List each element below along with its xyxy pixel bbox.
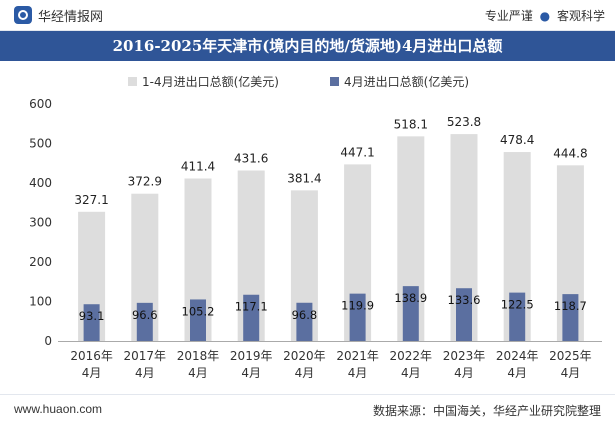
data-label-april: 117.1	[235, 300, 268, 314]
data-label-total: 411.4	[181, 159, 215, 173]
bar-april	[562, 294, 579, 341]
bar-chart: 1-4月进出口总额(亿美元) 4月进出口总额(亿美元) 0 100 200 300 400 5…	[29, 74, 602, 380]
bar-april	[456, 288, 472, 341]
footer: www.huaon.com 数据来源：中国海关，华经产业研究院整理	[0, 394, 615, 428]
y-tick-label: 600	[29, 97, 52, 111]
data-label-april: 119.9	[341, 299, 374, 313]
slogan: 专业严谨 ● 客观科学	[485, 7, 605, 24]
data-label-total: 444.8	[553, 146, 587, 160]
x-tick-label: 2018年 4月	[177, 349, 220, 380]
legend-swatch-2	[330, 77, 339, 86]
y-tick-label: 0	[44, 334, 52, 348]
data-label-april: 133.6	[448, 293, 481, 307]
data-source: 数据来源：中国海关，华经产业研究院整理	[372, 404, 601, 418]
y-tick-label: 300	[29, 216, 52, 230]
x-tick-label: 2019年 4月	[230, 349, 273, 380]
slogan-tag-1: 专业严谨	[484, 9, 533, 23]
bar-april	[509, 292, 526, 341]
bar-april	[190, 299, 206, 341]
legend-label-2: 4月进出口总额(亿美元)	[344, 74, 469, 89]
data-label-total: 431.6	[234, 152, 268, 166]
data-label-total: 478.4	[500, 133, 534, 147]
data-label-april: 118.7	[554, 299, 587, 313]
top-bar: 华经情报网 专业严谨 ● 客观科学	[0, 0, 615, 31]
legend-label-1: 1-4月进出口总额(亿美元)	[142, 74, 279, 89]
bar-april	[136, 302, 153, 341]
x-tick-label: 2020年 4月	[283, 349, 326, 380]
x-tick-label: 2022年 4月	[390, 349, 433, 380]
huajing-logo-icon	[14, 6, 32, 24]
x-tick-label: 2023年 4月	[443, 349, 486, 380]
y-tick-label: 100	[29, 295, 52, 309]
bar-april	[83, 304, 100, 341]
x-tick-label: 2017年 4月	[124, 349, 167, 380]
x-tick-label: 2024年 4月	[496, 349, 539, 380]
bar-april	[296, 302, 313, 341]
x-tick-label: 2016年 4月	[70, 349, 113, 380]
bar-april	[243, 294, 260, 341]
x-tick-label: 2021年 4月	[336, 349, 379, 380]
slogan-tag-2: 客观科学	[556, 9, 605, 23]
data-label-total: 447.1	[340, 145, 374, 159]
bar-april	[349, 293, 366, 341]
bullet-icon: ●	[539, 9, 551, 23]
data-label-total: 327.1	[74, 193, 108, 207]
chart-title: 2016-2025年天津市(境内目的地/货源地)4月进出口总额	[112, 37, 503, 55]
data-label-april: 105.2	[182, 304, 215, 318]
y-tick-label: 200	[29, 255, 52, 269]
legend-swatch-1	[128, 77, 137, 86]
title-bar: 2016-2025年天津市(境内目的地/货源地)4月进出口总额	[0, 31, 615, 61]
data-label-total: 518.1	[394, 117, 428, 131]
data-label-april: 138.9	[394, 291, 427, 305]
data-label-total: 381.4	[287, 171, 321, 185]
y-tick-label: 400	[29, 176, 52, 190]
data-label-april: 96.8	[292, 308, 318, 322]
bar-april	[402, 286, 419, 341]
data-label-total: 523.8	[447, 115, 481, 129]
data-label-april: 93.1	[79, 309, 105, 323]
footer-url[interactable]: www.huaon.com	[14, 402, 103, 416]
y-tick-label: 500	[29, 137, 52, 151]
data-label-april: 122.5	[501, 298, 534, 312]
site-name: 华经情报网	[38, 10, 104, 25]
data-label-total: 372.9	[128, 175, 162, 189]
x-tick-label: 2025年 4月	[549, 349, 592, 380]
data-label-april: 96.6	[132, 308, 158, 322]
